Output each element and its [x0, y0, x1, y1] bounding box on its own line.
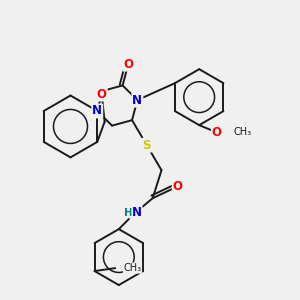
Text: N: N: [132, 206, 142, 219]
Text: CH₃: CH₃: [233, 128, 251, 137]
Text: O: O: [123, 58, 133, 70]
Text: S: S: [142, 139, 151, 152]
Text: N: N: [92, 104, 102, 118]
Text: H: H: [124, 208, 133, 218]
Text: O: O: [212, 126, 222, 139]
Text: CH₃: CH₃: [123, 263, 142, 273]
Text: O: O: [97, 88, 107, 100]
Text: N: N: [132, 94, 142, 106]
Text: O: O: [173, 180, 183, 193]
